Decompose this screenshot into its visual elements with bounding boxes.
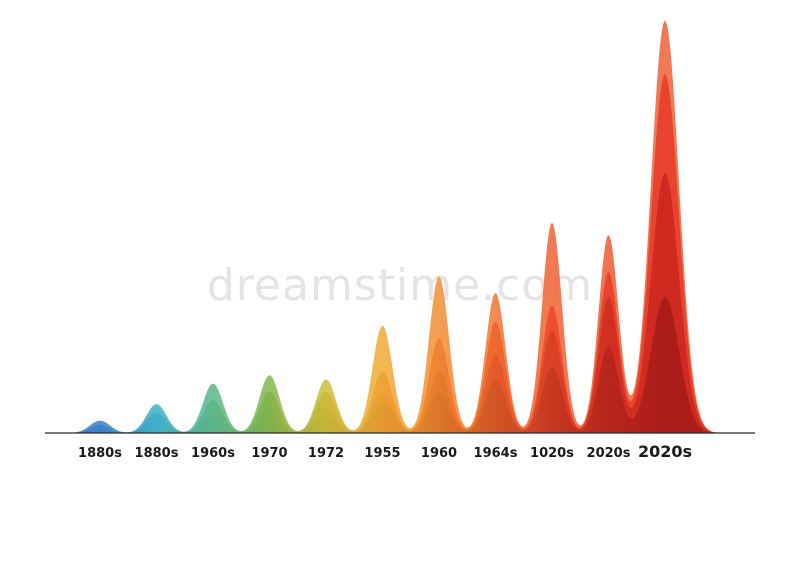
watermark-text: dreamstime.com — [207, 260, 593, 311]
plot-area — [45, 20, 755, 433]
x-tick-label: 1970 — [251, 446, 287, 461]
x-tick-label: 1960s — [191, 446, 235, 461]
x-tick-label: 1972 — [308, 446, 344, 461]
x-axis-ticks: 1880s 1880s 1960s 1970 1972 1955 1960 1964s 1020… — [78, 442, 692, 461]
x-tick-label: 1960 — [421, 446, 457, 461]
x-tick-label: 1880s — [135, 446, 179, 461]
x-tick-label: 1880s — [78, 446, 122, 461]
x-tick-label: 2020s — [638, 442, 692, 461]
series-area-3 — [45, 296, 755, 433]
x-tick-label: 1955 — [364, 446, 400, 461]
x-tick-label: 1020s — [530, 446, 574, 461]
x-tick-label: 1964s — [474, 446, 518, 461]
x-tick-label: 2020s — [587, 446, 631, 461]
